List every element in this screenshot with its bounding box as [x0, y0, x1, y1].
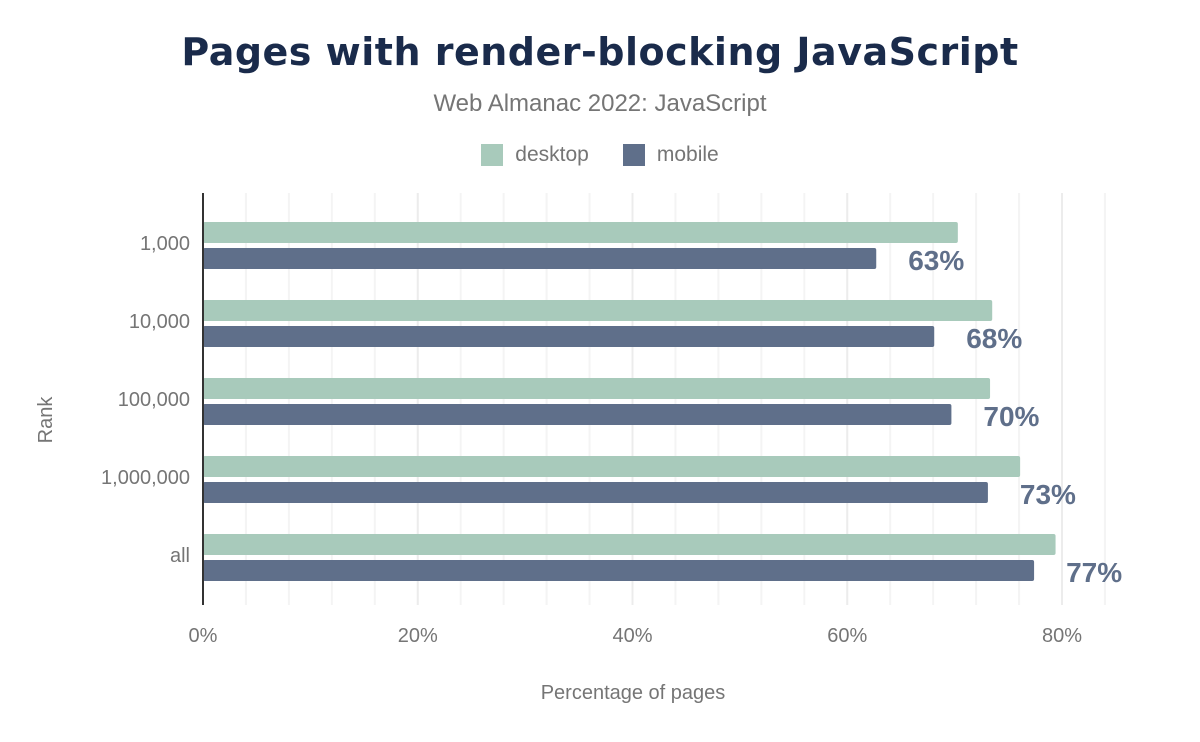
- data-label: 73%: [1020, 479, 1076, 510]
- bar-mobile: [203, 326, 935, 347]
- legend-label-mobile: mobile: [656, 143, 719, 166]
- bar-desktop: [203, 300, 993, 321]
- y-tick-label: 1,000,000: [101, 467, 190, 489]
- legend-item-mobile[interactable]: mobile: [622, 143, 719, 167]
- legend: desktop mobile: [0, 143, 1200, 167]
- x-tick-label: 20%: [398, 625, 438, 647]
- bar-desktop: [203, 378, 991, 399]
- legend-swatch-mobile: [622, 144, 645, 166]
- chart-title: Pages with render-blocking JavaScript: [181, 30, 1019, 74]
- x-tick-label: 40%: [612, 625, 652, 647]
- bar-mobile: [203, 248, 877, 269]
- bar-mobile: [203, 404, 952, 425]
- data-label: 63%: [908, 245, 964, 276]
- data-label: 77%: [1066, 557, 1122, 588]
- data-label: 68%: [966, 323, 1022, 354]
- bar-mobile: [203, 482, 988, 503]
- x-tick-label: 60%: [827, 625, 867, 647]
- bar-desktop: [203, 222, 958, 243]
- x-tick-label: 0%: [189, 625, 218, 647]
- data-label: 70%: [983, 401, 1039, 432]
- x-tick-label: 80%: [1042, 625, 1082, 647]
- legend-label-desktop: desktop: [515, 143, 589, 166]
- chart-subtitle: Web Almanac 2022: JavaScript: [433, 90, 767, 117]
- bar-desktop: [203, 534, 1056, 555]
- y-tick-label: 100,000: [118, 389, 190, 411]
- legend-item-desktop[interactable]: desktop: [481, 143, 589, 167]
- y-axis-title: Rank: [35, 396, 57, 444]
- bar-desktop: [203, 456, 1021, 477]
- legend-swatch-desktop: [481, 144, 504, 166]
- bar-mobile: [203, 560, 1035, 581]
- y-tick-label: all: [170, 545, 190, 567]
- y-tick-label: 1,000: [140, 233, 190, 255]
- y-tick-label: 10,000: [129, 311, 190, 333]
- x-axis-title: Percentage of pages: [541, 682, 726, 704]
